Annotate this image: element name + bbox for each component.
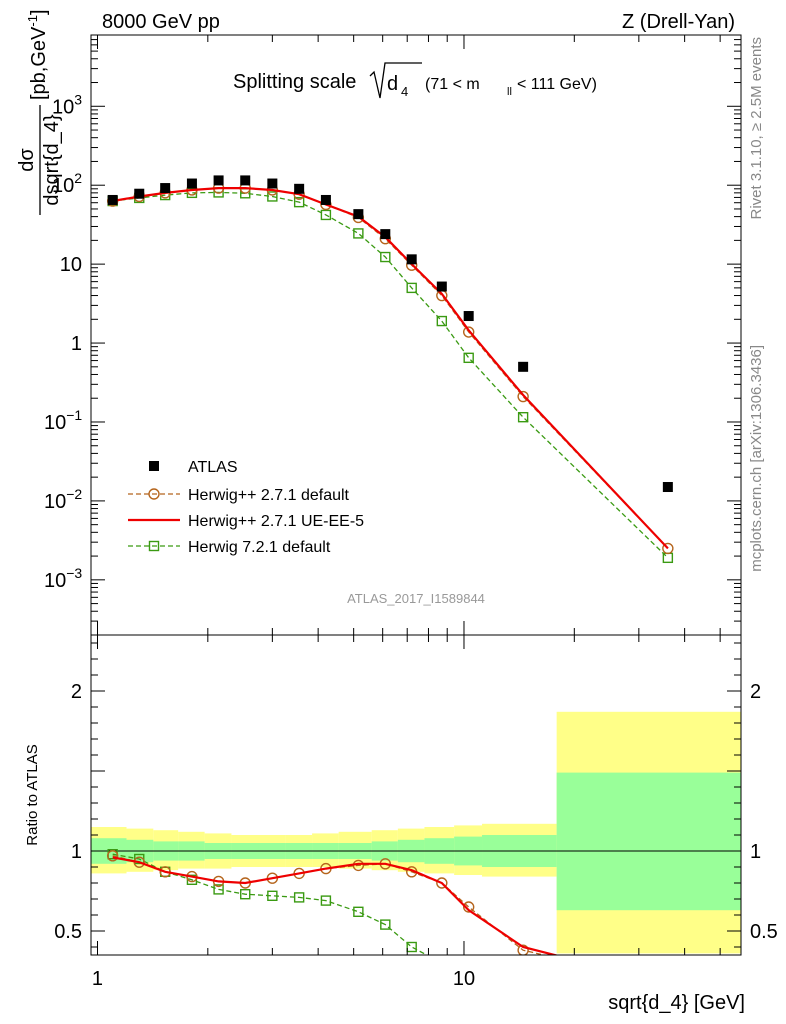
x-tick-label: 10 <box>453 968 475 990</box>
y-label-denominator: dsqrt{d_4} <box>41 114 63 206</box>
ratio-herwig-2-7-1-ue-ee-5-line <box>112 856 560 955</box>
legend-label: Herwig 7.2.1 default <box>188 539 331 556</box>
legend-item: Herwig++ 2.7.1 default <box>128 487 350 504</box>
main-atlas-point <box>436 281 447 292</box>
main-herwig-7-2-1-default-point <box>380 251 391 263</box>
y-tick-label: 1 <box>71 333 82 355</box>
y-label-numerator: dσ <box>16 148 38 172</box>
ratio-y-tick-label-right: 2 <box>750 681 761 703</box>
ratio-herwig-7-2-1-default-point <box>240 889 251 900</box>
y-tick-label: 103 <box>52 91 82 118</box>
legend-label: ATLAS <box>188 459 238 476</box>
legend-marker <box>148 540 160 552</box>
main-herwig-7-2-1-default-line <box>112 191 669 559</box>
ratio-herwig-2-7-1-default-point <box>462 901 475 913</box>
main-atlas-point <box>134 188 145 199</box>
y-tick-label: 102 <box>52 170 82 197</box>
ratio-herwig-2-7-1-default-point <box>436 877 448 889</box>
title-cut-close: < 111 GeV) <box>517 76 597 93</box>
main-herwig-2-7-1-default-point <box>517 390 529 403</box>
title-sqrt-arg: d <box>387 73 398 95</box>
y-tick-label: 10−2 <box>44 486 82 513</box>
ratio-y-tick-label-right: 0.5 <box>750 921 778 943</box>
ratio-uncertainty-bands <box>91 711 741 954</box>
main-atlas-point <box>294 183 305 194</box>
analysis-watermark: ATLAS_2017_I1589844 <box>347 591 485 606</box>
main-herwig-7-2-1-default-point <box>517 411 529 423</box>
main-atlas-point <box>213 175 224 186</box>
legend-marker <box>149 461 159 471</box>
title-text: Splitting scale <box>233 71 356 93</box>
ratio-herwig-7-2-1-default-point <box>320 895 332 906</box>
x-tick-label: 1 <box>92 968 103 990</box>
legend-item: Herwig 7.2.1 default <box>128 539 331 556</box>
main-herwig-7-2-1-default-point <box>293 196 305 208</box>
main-atlas-point <box>320 194 331 205</box>
main-atlas-point <box>518 361 529 372</box>
main-atlas-point <box>267 178 278 189</box>
title-sqrt-sub: 4 <box>401 84 408 99</box>
main-herwig-7-2-1-default-point <box>267 191 278 202</box>
ratio-y-tick-label-right: 1 <box>750 841 761 863</box>
main-atlas-point <box>353 209 364 220</box>
ratio-herwig-7-2-1-default-point <box>353 906 364 917</box>
mcplots-label: mcplots.cern.ch [arXiv:1306.3436] <box>748 345 765 572</box>
ratio-y-tick-label: 1 <box>71 841 82 863</box>
y-tick-label: 10−3 <box>44 565 82 592</box>
main-y-axis-label: dσ dsqrt{d_4} [pb,GeV-1] <box>16 9 63 215</box>
sqrt-symbol <box>369 62 422 99</box>
title-cut-open: (71 < m <box>425 76 480 93</box>
ratio-y-tick-label: 0.5 <box>54 921 82 943</box>
ratio-herwig-7-2-1-default-point <box>437 959 446 968</box>
main-atlas-point <box>662 482 673 493</box>
main-herwig-7-2-1-default-point <box>406 282 417 294</box>
legend-item: ATLAS <box>149 459 238 476</box>
main-herwig-7-2-1-default-point <box>463 352 474 364</box>
ratio-herwig-7-2-1-default-point <box>406 941 417 953</box>
title-cut-sub: ll <box>507 86 512 98</box>
legend: ATLAS Herwig++ 2.7.1 default Herwig++ 2.7.… <box>128 459 364 556</box>
ratio-herwig-2-7-1-default-point <box>517 944 529 955</box>
rivet-version-label: Rivet 3.1.10, ≥ 2.5M events <box>748 37 765 220</box>
main-atlas-point <box>406 254 417 265</box>
header-energy-label: 8000 GeV pp <box>102 11 220 33</box>
main-atlas-point <box>107 194 118 205</box>
main-atlas-point <box>186 178 197 189</box>
y-tick-label: 10 <box>60 254 82 276</box>
main-herwig-7-2-1-default-point <box>436 315 448 327</box>
legend-label: Herwig++ 2.7.1 UE-EE-5 <box>188 513 364 530</box>
main-atlas-point <box>463 311 474 322</box>
main-herwig-2-7-1-default-point <box>462 326 475 338</box>
ratio-panel-series <box>106 849 673 989</box>
ratio-herwig-7-2-1-default-point <box>380 919 391 930</box>
y-label-units: [pb,GeV-1] <box>25 9 50 100</box>
main-herwig-7-2-1-default-point <box>320 209 332 221</box>
header-process-label: Z (Drell-Yan) <box>622 11 735 33</box>
legend-item: Herwig++ 2.7.1 UE-EE-5 <box>128 513 364 530</box>
y-tick-label: 10−1 <box>44 407 82 434</box>
plot-title: Splitting scale d 4 (71 < m ll < 111 GeV… <box>233 62 597 99</box>
ratio-y-tick-label: 2 <box>71 681 82 703</box>
ratio-panel-frame <box>90 634 742 956</box>
ratio-herwig-2-7-1-default-point <box>663 979 673 989</box>
axes-ticks: 1 10 10−3 10−2 10−1 1 10 102 103 0.5 0.5 1 1 2 2 <box>44 34 778 990</box>
main-herwig-2-7-1-default-point <box>662 542 674 555</box>
ratio-herwig-2-7-1-default-point <box>106 850 119 862</box>
main-herwig-7-2-1-default-point <box>353 228 364 239</box>
main-panel-series <box>106 175 674 564</box>
ratio-y-axis-label: Ratio to ATLAS <box>24 744 41 845</box>
ratio-herwig-7-2-1-default-point <box>267 890 278 901</box>
legend-marker <box>148 488 160 500</box>
main-atlas-point <box>380 229 391 240</box>
ratio-herwig-7-2-1-default-point <box>293 892 305 903</box>
main-atlas-point <box>240 175 251 186</box>
main-herwig-2-7-1-ue-ee-5-line <box>112 187 669 550</box>
main-atlas-point <box>160 183 171 194</box>
x-axis-label: sqrt{d_4} [GeV] <box>608 992 745 1014</box>
legend-label: Herwig++ 2.7.1 default <box>188 487 350 504</box>
ratio-herwig-7-2-1-default-point <box>213 884 224 895</box>
band-stat-bin <box>556 772 741 911</box>
ratio-herwig-7-2-1-default-point <box>519 975 528 984</box>
